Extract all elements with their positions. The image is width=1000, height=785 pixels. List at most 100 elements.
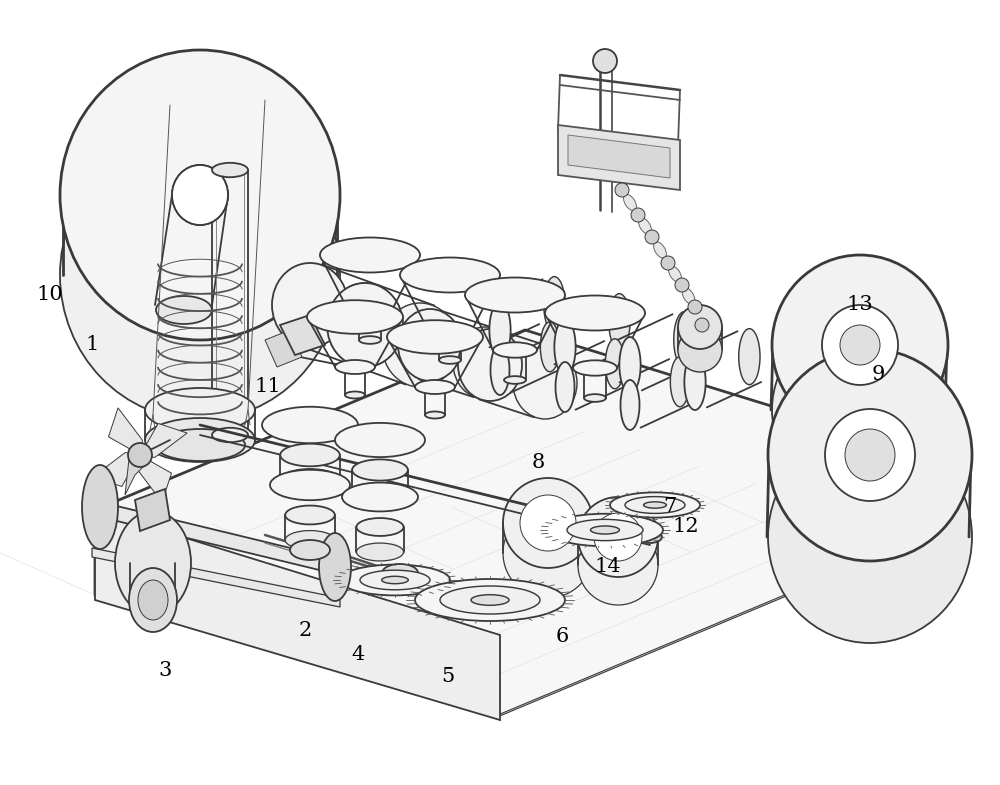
Polygon shape	[558, 125, 680, 190]
Ellipse shape	[155, 429, 245, 461]
Ellipse shape	[212, 428, 248, 442]
Ellipse shape	[644, 502, 666, 508]
Polygon shape	[280, 315, 325, 355]
Ellipse shape	[290, 540, 330, 560]
Ellipse shape	[129, 568, 177, 632]
Ellipse shape	[661, 256, 675, 270]
Ellipse shape	[768, 349, 972, 561]
Text: 4: 4	[351, 645, 365, 664]
Ellipse shape	[678, 305, 722, 349]
Ellipse shape	[471, 595, 509, 605]
Ellipse shape	[398, 309, 462, 381]
Ellipse shape	[825, 409, 915, 501]
Ellipse shape	[320, 238, 420, 272]
Ellipse shape	[547, 513, 663, 546]
Ellipse shape	[695, 318, 709, 332]
Ellipse shape	[490, 345, 510, 395]
Ellipse shape	[609, 294, 630, 349]
Ellipse shape	[439, 356, 461, 364]
Ellipse shape	[82, 465, 118, 549]
Text: 6: 6	[555, 627, 569, 647]
Ellipse shape	[327, 283, 403, 367]
Ellipse shape	[567, 520, 643, 541]
Text: 2: 2	[298, 620, 312, 640]
Ellipse shape	[591, 526, 619, 534]
Text: 5: 5	[441, 667, 455, 687]
Ellipse shape	[335, 423, 425, 457]
Ellipse shape	[684, 354, 706, 410]
Text: 12: 12	[673, 517, 699, 536]
Ellipse shape	[675, 278, 689, 292]
Ellipse shape	[172, 165, 228, 225]
Ellipse shape	[172, 165, 228, 225]
Ellipse shape	[840, 325, 880, 365]
Ellipse shape	[440, 586, 540, 614]
Text: 13: 13	[847, 295, 873, 315]
Ellipse shape	[605, 339, 624, 389]
Ellipse shape	[415, 579, 565, 621]
Ellipse shape	[772, 320, 948, 500]
Ellipse shape	[345, 392, 365, 399]
Ellipse shape	[619, 337, 641, 393]
Ellipse shape	[465, 278, 565, 312]
Ellipse shape	[270, 469, 350, 500]
Ellipse shape	[504, 376, 526, 384]
Ellipse shape	[693, 308, 704, 324]
Polygon shape	[92, 500, 340, 575]
Polygon shape	[138, 455, 172, 502]
Ellipse shape	[670, 356, 689, 407]
Ellipse shape	[645, 230, 659, 244]
Polygon shape	[93, 453, 140, 487]
Ellipse shape	[360, 570, 430, 590]
Polygon shape	[125, 450, 145, 495]
Polygon shape	[95, 510, 500, 720]
Text: 10: 10	[37, 286, 63, 305]
Ellipse shape	[545, 295, 645, 330]
Ellipse shape	[340, 564, 450, 595]
Ellipse shape	[387, 320, 483, 354]
Ellipse shape	[458, 329, 522, 401]
Text: 7: 7	[663, 498, 677, 517]
Text: 11: 11	[255, 378, 281, 396]
Ellipse shape	[678, 328, 722, 372]
Ellipse shape	[356, 518, 404, 536]
Ellipse shape	[573, 360, 617, 376]
Ellipse shape	[128, 443, 152, 467]
Ellipse shape	[845, 429, 895, 481]
Ellipse shape	[610, 492, 700, 517]
Ellipse shape	[352, 459, 408, 480]
Ellipse shape	[415, 380, 455, 394]
Ellipse shape	[772, 255, 948, 435]
Ellipse shape	[556, 362, 574, 412]
Ellipse shape	[319, 533, 351, 601]
Ellipse shape	[352, 484, 408, 506]
Ellipse shape	[674, 312, 695, 367]
Ellipse shape	[593, 49, 617, 73]
Ellipse shape	[280, 469, 340, 491]
Ellipse shape	[615, 183, 629, 197]
Ellipse shape	[145, 418, 255, 462]
Ellipse shape	[453, 327, 517, 399]
Ellipse shape	[382, 303, 458, 387]
Ellipse shape	[356, 543, 404, 561]
Ellipse shape	[669, 266, 681, 282]
Ellipse shape	[425, 411, 445, 418]
Ellipse shape	[60, 50, 340, 340]
Ellipse shape	[359, 336, 381, 344]
Ellipse shape	[382, 576, 408, 584]
Ellipse shape	[400, 257, 500, 293]
Polygon shape	[95, 330, 930, 715]
Text: 8: 8	[531, 454, 545, 473]
Ellipse shape	[822, 305, 898, 385]
Ellipse shape	[624, 195, 636, 210]
Ellipse shape	[578, 497, 658, 577]
Polygon shape	[135, 489, 170, 531]
Ellipse shape	[620, 380, 640, 430]
Ellipse shape	[503, 508, 593, 598]
Ellipse shape	[554, 319, 576, 375]
Ellipse shape	[212, 162, 248, 177]
Text: 3: 3	[158, 660, 172, 680]
Ellipse shape	[115, 511, 191, 615]
Ellipse shape	[493, 342, 537, 358]
Ellipse shape	[540, 322, 559, 372]
